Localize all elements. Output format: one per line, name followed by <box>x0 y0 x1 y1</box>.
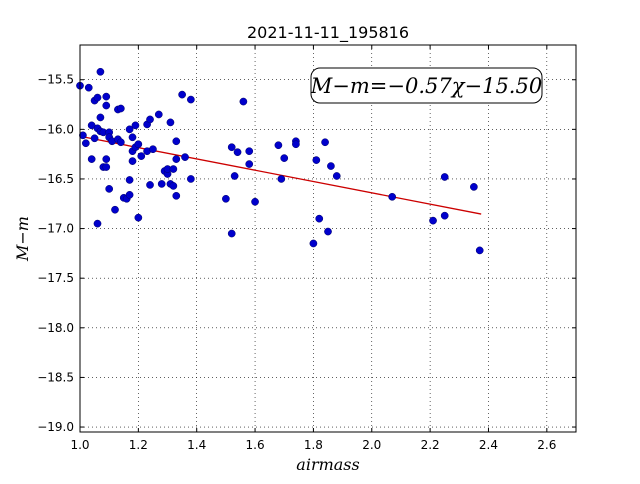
data-point <box>315 214 324 223</box>
x-tick-label: 1.6 <box>246 438 265 452</box>
data-point <box>79 131 87 140</box>
data-point <box>172 191 181 200</box>
data-point <box>128 133 137 142</box>
fit-annotation-box <box>310 67 543 104</box>
data-point <box>178 90 186 99</box>
x-axis-label: airmass <box>296 455 359 474</box>
data-point <box>239 97 248 106</box>
data-point <box>154 110 163 119</box>
data-point <box>125 190 134 199</box>
data-point <box>169 165 178 173</box>
y-tick-label: −16.5 <box>37 172 74 186</box>
data-point <box>332 172 341 180</box>
data-point <box>172 155 181 163</box>
data-point <box>274 141 283 150</box>
axis-ticks: 1.0 1.2 1.4 1.6 1.8 2.0 2.2 2.4 2.6 −15.5 −16.0 −16… <box>37 45 576 452</box>
data-point <box>134 140 143 149</box>
y-tick-label: −18.0 <box>37 321 74 335</box>
data-point <box>116 138 125 147</box>
data-point <box>131 121 140 130</box>
data-point <box>93 219 102 228</box>
data-point <box>84 83 93 92</box>
data-point <box>93 93 102 102</box>
data-point <box>470 183 478 191</box>
data-point <box>149 145 157 154</box>
data-point <box>227 143 236 152</box>
chart-title: 2021-11-11_195816 <box>247 23 409 43</box>
data-point <box>227 229 236 238</box>
y-tick-label: −17.5 <box>37 271 74 285</box>
data-point <box>222 194 230 203</box>
x-tick-label: 1.2 <box>129 438 148 452</box>
data-point <box>96 67 105 76</box>
y-axis-label: M−m <box>13 216 32 262</box>
data-point <box>146 115 154 124</box>
data-point <box>429 216 437 225</box>
data-point <box>187 95 195 104</box>
data-point <box>157 180 166 188</box>
data-point <box>230 172 239 180</box>
data-point <box>440 211 449 220</box>
data-point <box>277 175 286 183</box>
data-point <box>245 160 254 168</box>
data-point <box>137 152 146 160</box>
x-tick-label: 2.2 <box>421 438 440 452</box>
data-point <box>102 163 111 171</box>
x-tick-label: 2.6 <box>537 438 556 452</box>
data-point <box>125 125 134 134</box>
x-tick-label: 1.4 <box>187 438 206 452</box>
data-point <box>146 181 154 189</box>
data-point <box>388 192 397 201</box>
y-tick-label: −17.0 <box>37 222 74 236</box>
data-point <box>125 176 134 184</box>
data-point <box>111 205 119 214</box>
data-point <box>102 155 111 163</box>
data-point <box>245 147 254 156</box>
y-tick-label: −18.5 <box>37 370 74 384</box>
data-point <box>172 137 181 146</box>
data-point <box>166 118 175 127</box>
fit-equation: M−m=−0.57χ−15.50 <box>310 74 542 98</box>
data-point <box>327 162 335 170</box>
data-point <box>312 156 321 164</box>
data-points <box>76 67 484 255</box>
data-point <box>292 140 300 149</box>
data-point <box>87 155 96 163</box>
data-point <box>187 175 195 183</box>
data-point <box>102 101 111 110</box>
data-point <box>181 153 189 161</box>
plot-frame <box>79 44 577 433</box>
x-tick-label: 2.0 <box>362 438 381 452</box>
data-point <box>475 246 484 255</box>
data-point <box>233 148 242 157</box>
data-point <box>251 197 259 206</box>
data-point <box>116 104 125 113</box>
x-tick-label: 1.8 <box>304 438 323 452</box>
data-point <box>105 185 114 193</box>
data-point <box>96 113 105 122</box>
x-tick-label: 1.0 <box>70 438 89 452</box>
data-point <box>134 213 143 222</box>
data-point <box>324 227 332 236</box>
y-tick-label: −19.0 <box>37 420 74 434</box>
data-point <box>280 154 289 162</box>
y-tick-label: −16.0 <box>37 122 74 136</box>
data-point <box>81 139 90 148</box>
data-point <box>102 92 111 101</box>
data-point <box>321 138 329 147</box>
data-point <box>440 173 449 181</box>
x-tick-label: 2.4 <box>479 438 498 452</box>
data-point <box>169 182 178 190</box>
data-point <box>309 239 318 248</box>
fit-annotation: M−m=−0.57χ−15.50 <box>310 67 543 104</box>
y-tick-label: −15.5 <box>37 73 74 87</box>
data-point <box>128 157 137 165</box>
data-point <box>90 134 99 143</box>
